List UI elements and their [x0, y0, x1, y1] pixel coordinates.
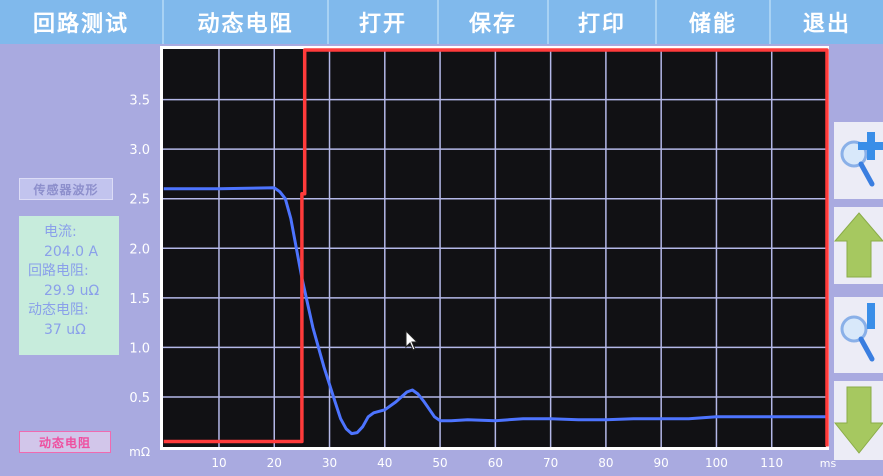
measurement-panel: 电流: 204.0 A 回路电阻: 29.9 uΩ 动态电阻: 37 uΩ — [19, 216, 119, 355]
menu-storage[interactable]: 储能 — [657, 0, 771, 44]
menu-dynamic-resistance[interactable]: 动态电阻 — [164, 0, 329, 44]
sensor-waveform-button[interactable]: 传感器波形 — [19, 178, 113, 200]
menu-exit[interactable]: 退出 — [802, 11, 851, 37]
zoom-in-button[interactable] — [834, 122, 883, 199]
mouse-cursor-icon — [405, 330, 419, 351]
dynamic-resistance-label: 动态电阻: — [28, 302, 89, 318]
menu-save[interactable]: 保存 — [439, 0, 549, 44]
y-tick-label: 2.5 — [129, 193, 150, 208]
current-value: 204.0 A — [44, 243, 99, 260]
arrow-up-icon — [833, 212, 883, 278]
y-unit-label: mΩ — [129, 445, 150, 459]
menu-open[interactable]: 打开 — [329, 0, 439, 44]
x-tick-label: 40 — [377, 456, 392, 470]
arrow-down-icon — [833, 386, 883, 454]
x-tick-label: 60 — [488, 456, 503, 470]
trigger-trace — [163, 48, 829, 447]
y-tick-label: 3.0 — [129, 143, 150, 158]
resistance-trace — [163, 186, 827, 436]
loop-resistance-value: 29.9 uΩ — [44, 282, 100, 299]
menu-loop-test[interactable]: 回路测试 — [0, 0, 164, 44]
zoom-out-button[interactable] — [834, 297, 883, 373]
scroll-up-button[interactable] — [833, 207, 883, 284]
y-tick-label: 0.5 — [129, 391, 150, 406]
x-tick-label: 10 — [211, 456, 226, 470]
x-tick-label: 20 — [267, 456, 282, 470]
y-tick-label: 2.0 — [129, 242, 150, 257]
menu-print[interactable]: 打印 — [549, 0, 657, 44]
dynamic-resistance-button[interactable]: 动态电阻 — [19, 431, 111, 453]
x-tick-label: 110 — [760, 456, 783, 470]
x-tick-label: 80 — [598, 456, 613, 470]
x-tick-label: 100 — [705, 456, 728, 470]
x-tick-label: 30 — [322, 456, 337, 470]
loop-resistance-label: 回路电阻: — [28, 263, 89, 279]
zoom-out-icon — [840, 303, 875, 362]
x-tick-label: 90 — [654, 456, 669, 470]
x-unit-label: ms — [820, 457, 837, 470]
dynamic-resistance-value: 37 uΩ — [44, 321, 86, 338]
current-label: 电流: — [44, 224, 77, 240]
scroll-down-button[interactable] — [833, 381, 883, 460]
y-tick-label: 3.5 — [129, 94, 150, 109]
x-tick-label: 50 — [432, 456, 447, 470]
zoom-in-icon — [840, 132, 883, 187]
menu-bar: 回路测试 动态电阻 打开 保存 打印 储能 退出 — [0, 0, 883, 44]
y-tick-label: 1.0 — [129, 341, 150, 356]
y-tick-label: 1.5 — [129, 292, 150, 307]
x-tick-label: 70 — [543, 456, 558, 470]
